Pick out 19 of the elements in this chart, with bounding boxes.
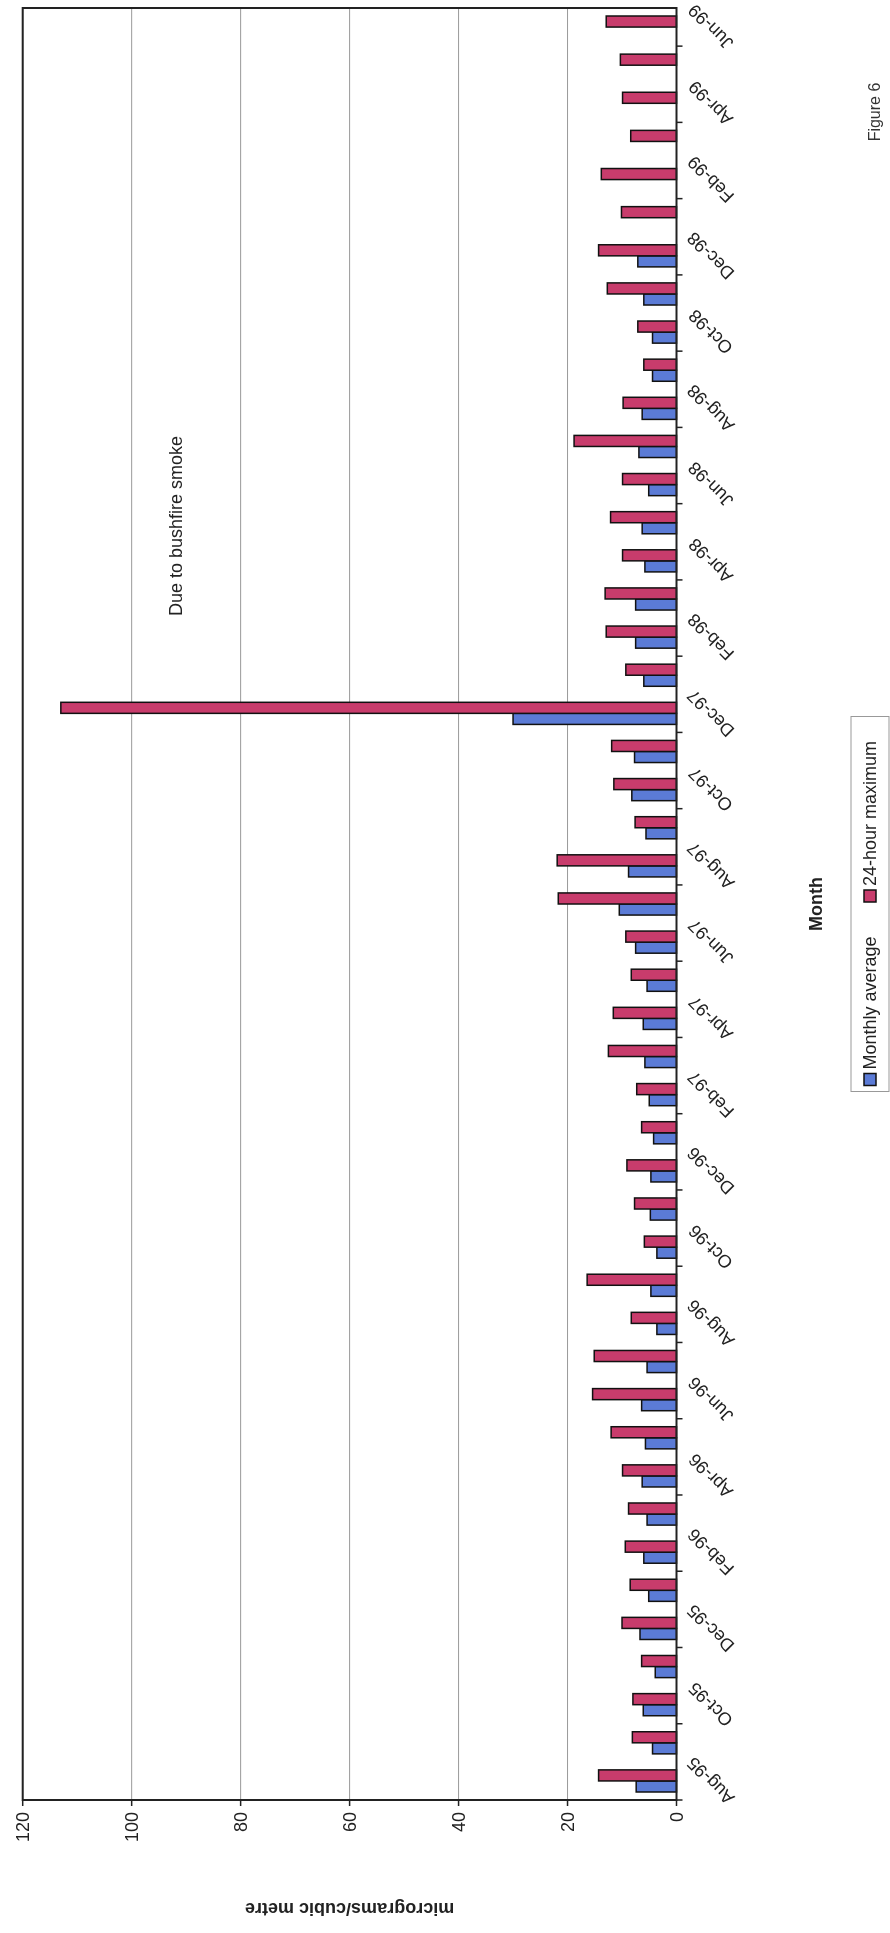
y-axis-title: Month [806, 877, 826, 931]
caption: Figure 6 [866, 82, 883, 142]
text: Monthly average [860, 936, 881, 1070]
x-tick-label: 100 [121, 1812, 142, 1843]
x-tick-label: 60 [339, 1812, 360, 1833]
bar [620, 205, 678, 219]
x-tick-label: 0 [666, 1812, 687, 1823]
bar [629, 129, 678, 143]
bar [621, 91, 678, 105]
x-tick-label: 40 [448, 1812, 469, 1833]
bar [605, 15, 678, 28]
x-tick-label: 120 [13, 1812, 33, 1843]
x-tick-label: 20 [557, 1812, 578, 1833]
annotation: Due to bushfire smoke [166, 435, 186, 617]
x-axis-title: micrograms/cubic metre [245, 1899, 455, 1919]
x-tick-label: 80 [230, 1812, 251, 1833]
bar [600, 167, 678, 181]
bar [619, 53, 678, 66]
text: 24-hour maximum [860, 740, 881, 886]
